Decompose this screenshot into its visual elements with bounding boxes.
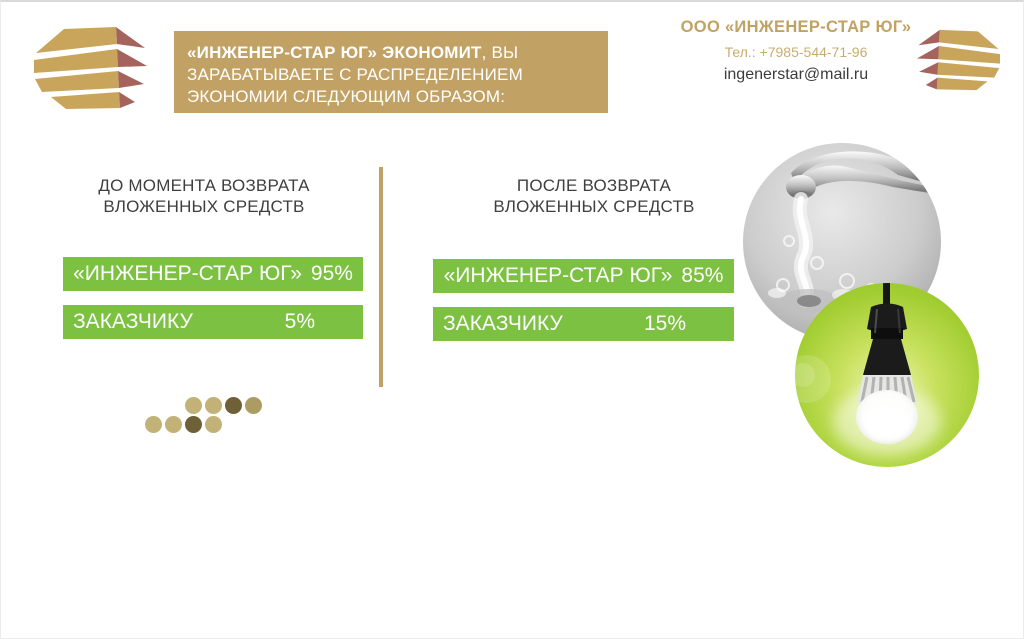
column-divider [379, 167, 383, 387]
decorative-dot [245, 397, 262, 414]
decorative-dot [185, 397, 202, 414]
decorative-dot [185, 416, 202, 433]
bar-label: «ИНЖЕНЕР-СТАР ЮГ» [443, 264, 673, 287]
column-heading-before-return: ДО МОМЕНТА ВОЗВРАТА ВЛОЖЕННЫХ СРЕДСТВ [46, 175, 362, 217]
share-bar-customer-before: ЗАКАЗЧИКУ 5% [63, 305, 363, 339]
heading-line: ВЛОЖЕННЫХ СРЕДСТВ [103, 197, 305, 216]
company-logo-mirrored-icon [916, 29, 1000, 91]
decorative-dot [145, 416, 162, 433]
decorative-dot [205, 416, 222, 433]
decorative-dot [225, 397, 242, 414]
bar-value: 95% [310, 262, 353, 285]
email-address: ingenerstar@mail.ru [723, 66, 869, 83]
bar-value: 15% [643, 312, 686, 335]
decorative-dot [205, 397, 222, 414]
lightbulb-photo [795, 283, 979, 467]
heading-line: ДО МОМЕНТА ВОЗВРАТА [98, 176, 310, 195]
bar-value: 85% [681, 264, 724, 287]
slide-title-banner: «ИНЖЕНЕР-СТАР ЮГ» ЭКОНОМИТ, ВЫ ЗАРАБАТЫВ… [174, 31, 608, 113]
share-bar-company-after: «ИНЖЕНЕР-СТАР ЮГ» 85% [433, 259, 734, 293]
column-heading-after-return: ПОСЛЕ ВОЗВРАТА ВЛОЖЕННЫХ СРЕДСТВ [434, 175, 754, 217]
contact-block: ООО «ИНЖЕНЕР-СТАР ЮГ» Тел.: +7985-544-71… [646, 18, 946, 84]
heading-line: ВЛОЖЕННЫХ СРЕДСТВ [493, 197, 695, 216]
share-bar-company-before: «ИНЖЕНЕР-СТАР ЮГ» 95% [63, 257, 363, 291]
title-regular-text: , ВЫ ЗАРАБАТЫВАЕТЕ С РАСПРЕДЕЛЕНИЕМ ЭКОН… [187, 43, 523, 106]
bar-label: ЗАКАЗЧИКУ [443, 312, 563, 335]
bar-label: «ИНЖЕНЕР-СТАР ЮГ» [73, 262, 302, 285]
phone-number: Тел.: +7985-544-71-96 [724, 44, 868, 60]
title-bold-text: «ИНЖЕНЕР-СТАР ЮГ» ЭКОНОМИТ [187, 43, 482, 62]
company-logo-icon [34, 27, 147, 109]
decorative-dot [165, 416, 182, 433]
bar-label: ЗАКАЗЧИКУ [73, 310, 193, 333]
share-bar-customer-after: ЗАКАЗЧИКУ 15% [433, 307, 734, 341]
heading-line: ПОСЛЕ ВОЗВРАТА [516, 176, 672, 195]
company-name: ООО «ИНЖЕНЕР-СТАР ЮГ» [680, 18, 912, 36]
bar-value: 5% [284, 310, 315, 333]
